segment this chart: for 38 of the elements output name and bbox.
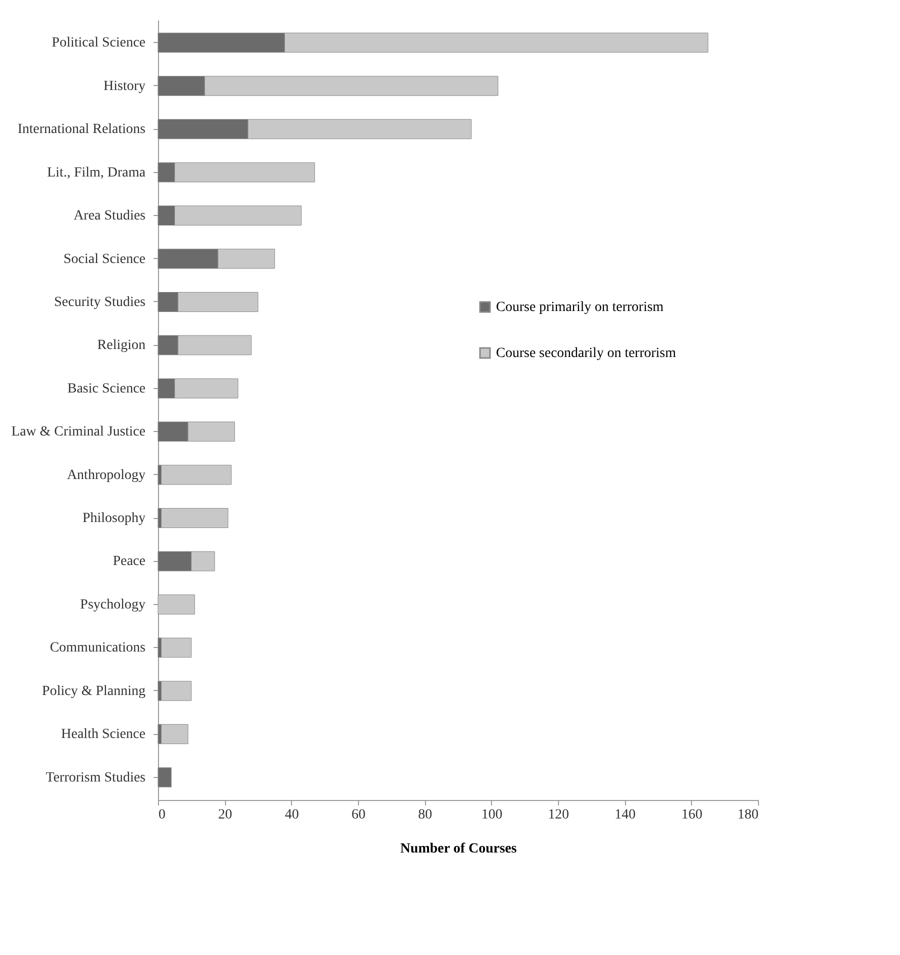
- bar: [158, 594, 195, 614]
- y-tick-label: International Relations: [18, 122, 146, 138]
- x-tick-label: 140: [614, 808, 636, 822]
- x-tick-label: 180: [738, 808, 758, 822]
- bar: [161, 680, 192, 701]
- bar: [161, 508, 228, 528]
- y-tick-label: Political Science: [52, 36, 146, 51]
- y-tick-label: Social Science: [63, 252, 146, 267]
- x-tick-label: 80: [418, 808, 432, 822]
- y-tick-label: Basic Science: [67, 381, 146, 396]
- x-tick-label: 20: [218, 808, 232, 822]
- y-tick-label: Philosophy: [82, 511, 146, 526]
- x-axis-title: Number of Courses: [400, 842, 518, 856]
- y-tick-label: Law & Criminal Justice: [11, 424, 146, 440]
- bar: [161, 724, 188, 744]
- bar: [161, 638, 192, 658]
- y-tick-label: Policy & Planning: [42, 684, 146, 699]
- x-tick-label: 40: [284, 808, 299, 822]
- x-tick-label: 0: [158, 808, 166, 822]
- y-tick-label: Peace: [112, 554, 146, 570]
- y-tick-label: Terrorism Studies: [46, 770, 146, 786]
- y-tick-label: Psychology: [80, 597, 146, 612]
- bar: [161, 464, 232, 485]
- x-tick-label: 160: [681, 808, 702, 822]
- x-tick-label: 120: [548, 808, 569, 822]
- y-tick-label: Health Science: [61, 727, 146, 742]
- y-tick-label: Anthropology: [66, 468, 146, 483]
- x-tick-label: 100: [481, 808, 502, 822]
- legend-label: Course primarily on terrorism: [496, 300, 664, 315]
- bar: [158, 767, 172, 788]
- legend-label: Course secondarily on terrorism: [496, 346, 676, 361]
- y-tick-label: Security Studies: [54, 294, 146, 310]
- y-tick-label: Area Studies: [74, 208, 146, 224]
- y-tick-label: Lit., Film, Drama: [47, 165, 146, 180]
- y-tick-label: Religion: [97, 338, 146, 354]
- y-tick-label: History: [104, 78, 146, 94]
- x-tick-label: 60: [352, 808, 366, 822]
- y-tick-label: Communications: [50, 640, 146, 656]
